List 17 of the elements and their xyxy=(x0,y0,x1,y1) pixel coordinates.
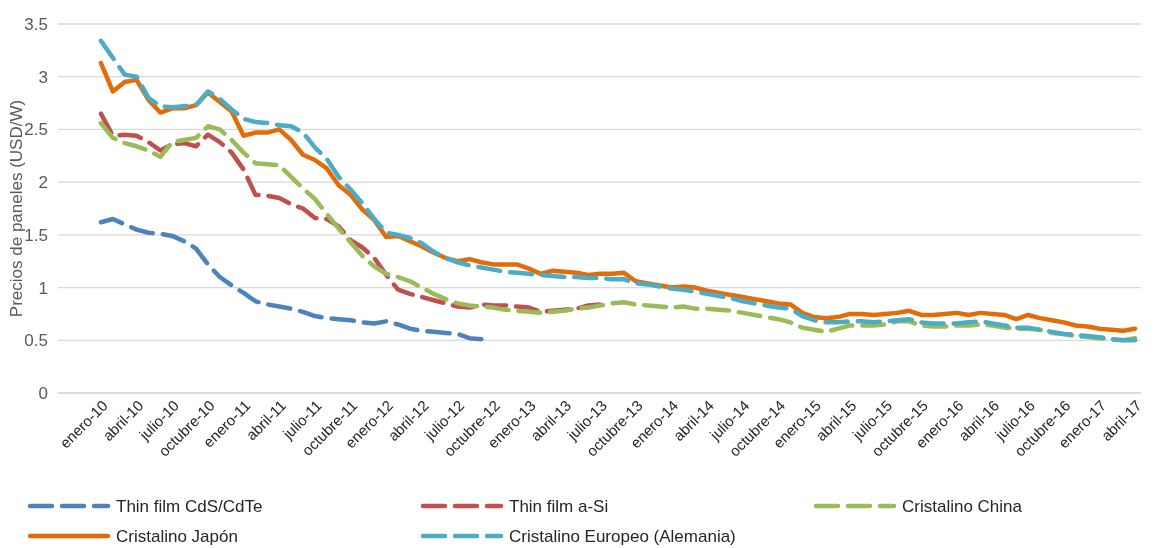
y-tick-label: 3 xyxy=(38,67,48,87)
y-tick-label: 1.5 xyxy=(24,225,48,245)
legend-label: Cristalino China xyxy=(902,496,1023,516)
line-series xyxy=(98,120,1138,343)
y-tick-label: 0 xyxy=(38,383,48,403)
y-tick-label: 1 xyxy=(38,278,48,298)
legend-label: Thin film CdS/CdTe xyxy=(116,496,263,516)
legend-label: Cristalino Japón xyxy=(116,526,238,546)
y-tick-label: 0.5 xyxy=(24,331,48,351)
y-tick-label: 3.5 xyxy=(24,14,48,34)
line-series xyxy=(98,111,603,315)
line-series xyxy=(98,216,484,342)
legend-label: Thin film a-Si xyxy=(509,496,609,516)
legend-label: Cristalino Europeo (Alemania) xyxy=(509,526,736,546)
y-axis-title: Precios de paneles (USD/W) xyxy=(7,99,26,318)
y-tick-label: 2.5 xyxy=(24,120,48,140)
y-tick-label: 2 xyxy=(38,173,48,193)
